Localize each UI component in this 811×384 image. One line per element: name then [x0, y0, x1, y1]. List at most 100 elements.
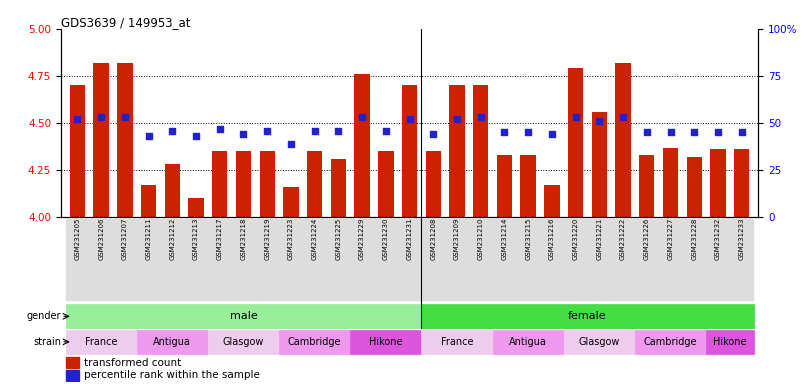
Bar: [568, 68, 583, 217]
Bar: [706, 329, 753, 354]
Text: transformed count: transformed count: [84, 358, 181, 367]
Text: GSM231230: GSM231230: [383, 218, 388, 260]
Point: [451, 116, 464, 122]
Text: GSM231218: GSM231218: [241, 218, 247, 260]
Bar: [616, 63, 631, 217]
Text: Glasgow: Glasgow: [223, 337, 264, 347]
Point: [498, 129, 511, 136]
Text: GSM231231: GSM231231: [406, 218, 413, 260]
Bar: [93, 63, 109, 217]
Point: [332, 127, 345, 134]
Bar: [587, 219, 611, 301]
Bar: [611, 219, 635, 301]
Text: GSM231232: GSM231232: [715, 218, 721, 260]
Bar: [540, 219, 564, 301]
Point: [593, 118, 606, 124]
Bar: [279, 219, 303, 301]
Text: gender: gender: [27, 311, 61, 321]
Point: [355, 114, 368, 121]
Bar: [682, 219, 706, 301]
Text: female: female: [569, 311, 607, 321]
Text: GSM231224: GSM231224: [311, 218, 318, 260]
Bar: [473, 85, 488, 217]
Text: France: France: [440, 337, 474, 347]
Bar: [517, 219, 540, 301]
Bar: [378, 151, 393, 217]
Bar: [303, 219, 327, 301]
Bar: [635, 219, 659, 301]
Bar: [70, 85, 85, 217]
Bar: [639, 155, 654, 217]
Bar: [397, 219, 422, 301]
Point: [380, 127, 393, 134]
Text: Glasgow: Glasgow: [579, 337, 620, 347]
Bar: [635, 329, 706, 354]
Bar: [161, 219, 184, 301]
Point: [664, 129, 677, 136]
Point: [546, 131, 559, 137]
Text: GSM231220: GSM231220: [573, 218, 578, 260]
Text: male: male: [230, 311, 257, 321]
Bar: [350, 329, 422, 354]
Text: GSM231226: GSM231226: [644, 218, 650, 260]
Bar: [521, 155, 536, 217]
Text: GSM231205: GSM231205: [75, 218, 80, 260]
Text: strain: strain: [33, 337, 61, 347]
Text: Antigua: Antigua: [509, 337, 547, 347]
Text: GSM231208: GSM231208: [431, 218, 436, 260]
Bar: [66, 304, 422, 329]
Text: GSM231213: GSM231213: [193, 218, 199, 260]
Bar: [117, 63, 132, 217]
Text: GDS3639 / 149953_at: GDS3639 / 149953_at: [61, 16, 191, 29]
Bar: [734, 149, 749, 217]
Bar: [208, 219, 232, 301]
Point: [213, 126, 226, 132]
Point: [260, 127, 273, 134]
Text: GSM231207: GSM231207: [122, 218, 128, 260]
Bar: [260, 151, 275, 217]
Point: [142, 133, 155, 139]
Bar: [422, 304, 753, 329]
Text: GSM231222: GSM231222: [620, 218, 626, 260]
Bar: [659, 219, 682, 301]
Bar: [67, 370, 79, 381]
Bar: [564, 329, 635, 354]
Bar: [212, 151, 227, 217]
Point: [237, 131, 250, 137]
Bar: [492, 219, 517, 301]
Text: GSM231219: GSM231219: [264, 218, 270, 260]
Bar: [496, 155, 513, 217]
Bar: [730, 219, 753, 301]
Text: Antigua: Antigua: [153, 337, 191, 347]
Text: GSM231215: GSM231215: [526, 218, 531, 260]
Bar: [279, 329, 350, 354]
Bar: [350, 219, 374, 301]
Text: France: France: [85, 337, 118, 347]
Bar: [232, 219, 255, 301]
Bar: [422, 329, 492, 354]
Point: [616, 114, 629, 121]
Point: [285, 141, 298, 147]
Bar: [426, 151, 441, 217]
Bar: [255, 219, 279, 301]
Text: GSM231217: GSM231217: [217, 218, 223, 260]
Point: [308, 127, 321, 134]
Point: [118, 114, 131, 121]
Bar: [66, 329, 137, 354]
Bar: [283, 187, 298, 217]
Bar: [141, 185, 157, 217]
Point: [95, 114, 108, 121]
Bar: [710, 149, 726, 217]
Text: GSM231206: GSM231206: [98, 218, 104, 260]
Point: [688, 129, 701, 136]
Bar: [137, 329, 208, 354]
Bar: [469, 219, 492, 301]
Point: [736, 129, 749, 136]
Bar: [564, 219, 587, 301]
Bar: [113, 219, 137, 301]
Text: GSM231216: GSM231216: [549, 218, 555, 260]
Point: [403, 116, 416, 122]
Text: GSM231228: GSM231228: [691, 218, 697, 260]
Bar: [307, 151, 323, 217]
Text: percentile rank within the sample: percentile rank within the sample: [84, 371, 260, 381]
